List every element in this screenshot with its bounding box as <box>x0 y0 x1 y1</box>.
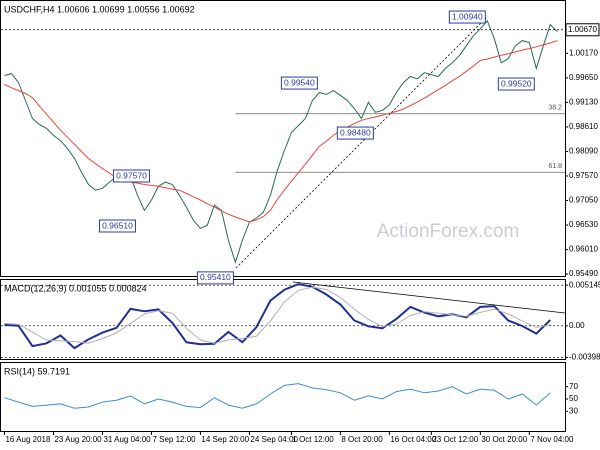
price-annotation: 0.95410 <box>200 272 231 282</box>
x-tick-label: 16 Oct 04:00 <box>390 435 436 444</box>
price-annotation: 1.00940 <box>452 11 483 21</box>
watermark: ActionForex.com <box>377 221 520 242</box>
y-tick-label: 70 <box>569 382 578 391</box>
x-tick-label: 23 Oct 12:00 <box>432 435 478 444</box>
y-tick-label: 30 <box>569 406 578 415</box>
x-tick-label: 30 Oct 20:00 <box>481 435 527 444</box>
x-tick-label: 7 Nov 04:00 <box>530 435 574 444</box>
y-tick-label: 50 <box>569 394 578 403</box>
y-tick-label: 0.95490 <box>569 269 598 278</box>
x-tick-label: 1 Oct 12:00 <box>292 435 334 444</box>
y-tick-label: 0.005145 <box>569 280 600 289</box>
y-tick-label: 0.96530 <box>569 220 598 229</box>
x-tick-label: 23 Aug 20:00 <box>54 435 102 444</box>
price-annotation-box <box>280 76 318 90</box>
price-annotation-box <box>196 271 234 285</box>
y-tick-label: 0.98090 <box>569 147 598 156</box>
y-tick-label: 0.99130 <box>569 98 598 107</box>
fib-label: 61.8 <box>548 163 562 170</box>
price-annotation: 0.98480 <box>340 127 371 137</box>
price-annotation-box <box>98 219 136 233</box>
price-annotation-box <box>112 169 150 183</box>
y-tick-label: 0.99650 <box>569 73 598 82</box>
price-annotation: 0.96510 <box>102 220 133 230</box>
y-tick-label: -0.003989 <box>569 352 600 361</box>
price-annotation-box <box>497 77 535 91</box>
x-tick-label: 24 Sep 04:00 <box>250 435 298 444</box>
panel-title: RSI(14) 59.7191 <box>4 366 70 376</box>
x-tick-label: 31 Aug 04:00 <box>103 435 151 444</box>
x-tick-label: 14 Sep 20:00 <box>201 435 249 444</box>
macd-panel <box>0 279 566 360</box>
price-annotation-box <box>448 10 486 24</box>
price-panel <box>0 0 566 277</box>
price-annotation: 0.99520 <box>501 78 532 88</box>
y-tick-label: 0.98610 <box>569 122 598 131</box>
series-line <box>4 383 551 409</box>
series-line <box>4 19 558 264</box>
current-price-box <box>565 23 600 37</box>
panel-title: USDCHF,H4 1.00606 1.00699 1.00556 1.0069… <box>4 4 195 14</box>
y-tick-label: 0.97570 <box>569 171 598 180</box>
x-tick-label: 16 Aug 2018 <box>5 435 50 444</box>
trend-line <box>235 15 489 269</box>
y-tick-label: 1.00170 <box>569 48 598 57</box>
x-tick-label: 8 Oct 20:00 <box>341 435 383 444</box>
series-line <box>4 40 558 223</box>
y-tick-label: 0.00 <box>569 321 585 330</box>
rsi-panel <box>0 362 566 432</box>
x-tick-label: 7 Sep 12:00 <box>152 435 196 444</box>
price-annotation-box <box>336 126 374 140</box>
current-price-label: 1.00670 <box>568 25 597 34</box>
macd-trend-line <box>292 281 566 314</box>
series-line <box>4 286 551 344</box>
price-annotation: 0.99540 <box>284 77 315 87</box>
y-tick-label: 0.96010 <box>569 245 598 254</box>
price-annotation: 0.97570 <box>116 170 147 180</box>
fib-label: 38.2 <box>548 105 562 112</box>
y-tick-label: 0.97050 <box>569 196 598 205</box>
panel-title: MACD(12,26,9) 0.001055 0.000824 <box>4 283 147 293</box>
